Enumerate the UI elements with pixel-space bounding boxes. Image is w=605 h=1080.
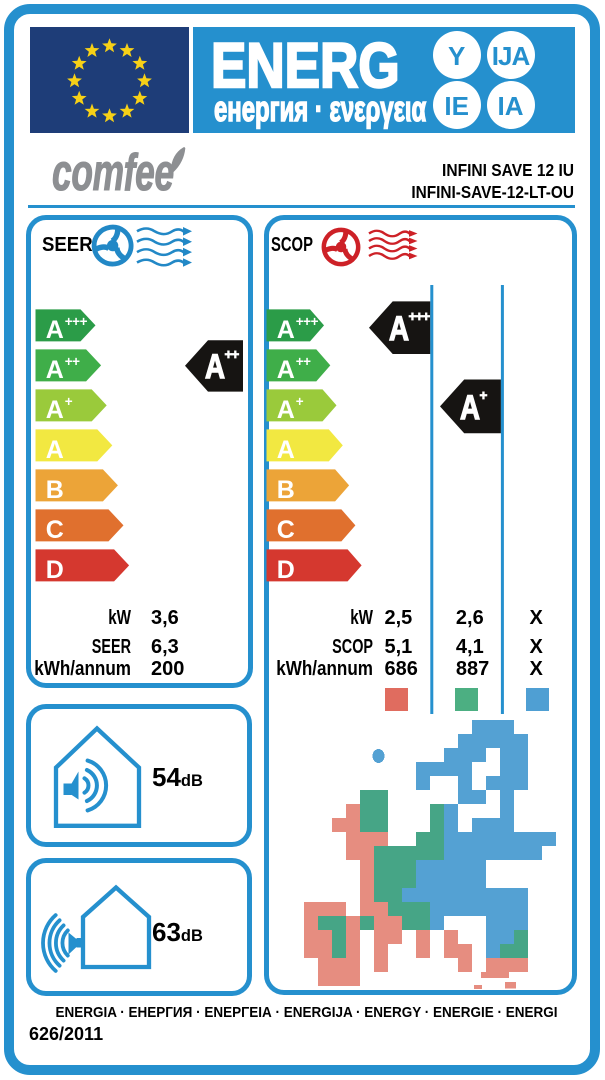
svg-text:A: A [46,356,64,384]
svg-text:++: ++ [225,347,240,362]
svg-text:+++: +++ [65,314,88,329]
svg-text:A: A [46,436,64,464]
svg-text:C: C [46,516,64,544]
svg-text:A: A [389,310,409,348]
svg-text:+++: +++ [296,314,319,329]
svg-text:A: A [460,389,480,427]
svg-text:++: ++ [65,354,80,369]
svg-text:C: C [277,516,295,544]
svg-text:A: A [46,316,64,344]
svg-text:B: B [277,476,295,504]
svg-text:A: A [205,348,225,386]
svg-text:D: D [277,556,295,584]
svg-text:+: + [480,388,488,403]
svg-text:++: ++ [296,354,311,369]
svg-text:B: B [46,476,64,504]
svg-text:+: + [296,394,304,409]
svg-text:A: A [46,396,64,424]
svg-text:A: A [277,396,295,424]
svg-text:+: + [65,394,73,409]
svg-text:+++: +++ [409,309,431,324]
svg-text:D: D [46,556,64,584]
svg-text:A: A [277,356,295,384]
svg-text:A: A [277,316,295,344]
svg-text:A: A [277,436,295,464]
